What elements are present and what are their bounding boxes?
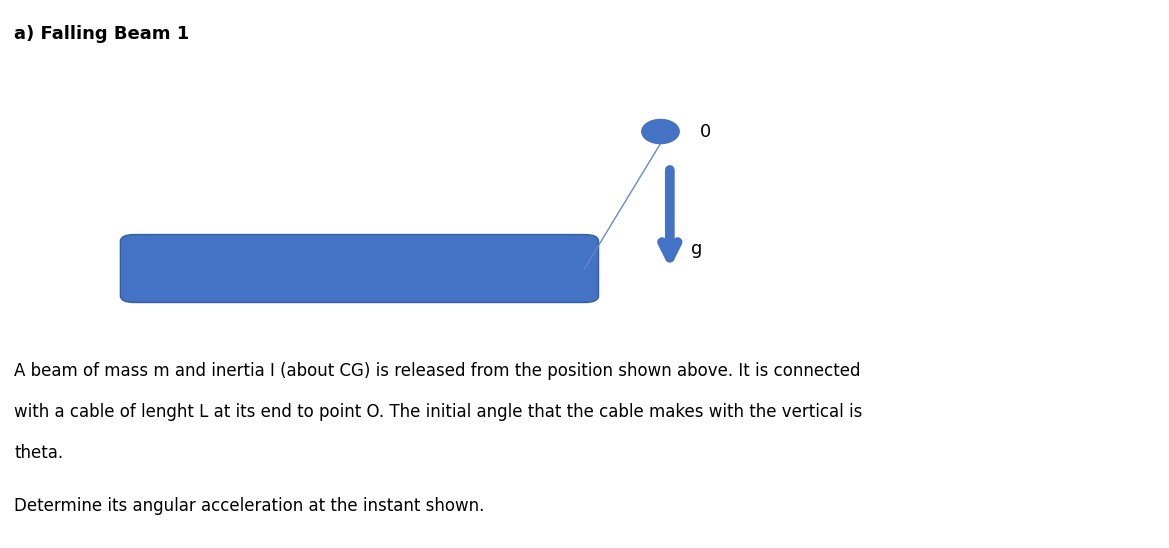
Text: a) Falling Beam 1: a) Falling Beam 1	[14, 25, 189, 43]
Ellipse shape	[642, 119, 679, 144]
Text: theta.: theta.	[14, 444, 63, 462]
FancyBboxPatch shape	[120, 235, 599, 302]
Text: with a cable of lenght L at its end to point O. The initial angle that the cable: with a cable of lenght L at its end to p…	[14, 403, 863, 421]
Text: g: g	[691, 241, 703, 258]
Text: 0: 0	[700, 123, 712, 140]
Text: Determine its angular acceleration at the instant shown.: Determine its angular acceleration at th…	[14, 498, 484, 515]
Text: A beam of mass m and inertia I (about CG) is released from the position shown ab: A beam of mass m and inertia I (about CG…	[14, 362, 860, 380]
